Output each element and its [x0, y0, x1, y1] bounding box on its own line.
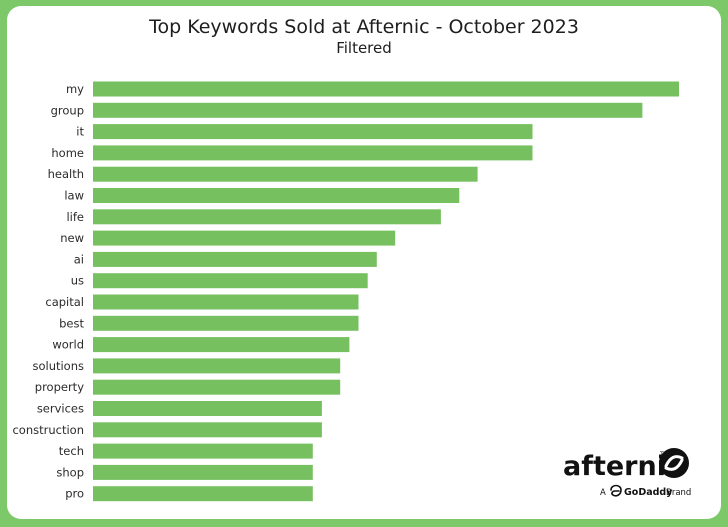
chart-card: Top Keywords Sold at Afternic - October …: [7, 6, 721, 519]
category-label-construction: construction: [12, 423, 84, 437]
plot-area: my group it home health law life new ai us capital…: [12, 81, 679, 502]
bar-group: [93, 102, 643, 118]
bar-services: [93, 401, 322, 416]
afternic-swirl-icon: [659, 448, 689, 478]
category-label-health: health: [48, 167, 84, 181]
bar-world: [93, 337, 350, 353]
category-label-law: law: [64, 189, 84, 203]
bar-life: [93, 209, 441, 225]
bar-health: [93, 166, 478, 182]
chart-subtitle: Filtered: [336, 39, 392, 57]
bar-pro: [93, 486, 313, 502]
bar-chart: Top Keywords Sold at Afternic - October …: [12, 16, 691, 502]
category-label-services: services: [37, 402, 84, 416]
category-label-ai: ai: [74, 252, 84, 266]
tagline-prefix: A: [600, 488, 606, 498]
bar-home: [93, 145, 533, 161]
category-label-home: home: [51, 146, 84, 160]
category-label-property: property: [35, 380, 84, 394]
bar-my: [93, 81, 679, 97]
tagline-brand: GoDaddy: [624, 487, 673, 498]
category-label-group: group: [51, 103, 84, 117]
category-label-new: new: [60, 231, 84, 245]
bar-capital: [93, 294, 359, 310]
godaddy-icon: [610, 484, 622, 497]
bar-us: [93, 273, 368, 289]
bar-property: [93, 379, 341, 395]
bar-construction: [93, 422, 322, 438]
category-label-my: my: [66, 82, 84, 96]
category-label-tech: tech: [59, 444, 84, 458]
category-label-best: best: [59, 316, 84, 330]
category-label-solutions: solutions: [32, 359, 84, 373]
bar-it: [93, 124, 533, 140]
category-label-shop: shop: [56, 465, 84, 479]
category-label-it: it: [76, 125, 84, 139]
chart-title: Top Keywords Sold at Afternic - October …: [148, 16, 579, 38]
bar-new: [93, 230, 396, 246]
bar-shop: [93, 464, 313, 480]
category-label-capital: capital: [45, 295, 84, 309]
category-label-pro: pro: [65, 487, 84, 501]
bar-law: [93, 188, 460, 203]
category-label-us: us: [71, 274, 84, 288]
bar-solutions: [93, 358, 341, 374]
tagline-suffix: Brand: [666, 488, 691, 498]
bar-best: [93, 315, 359, 331]
category-label-world: world: [52, 338, 84, 352]
afternic-logo: afternic TM A GoDaddy Brand: [563, 448, 691, 498]
category-label-life: life: [66, 210, 84, 224]
bar-ai: [93, 251, 377, 267]
bar-tech: [93, 443, 313, 459]
